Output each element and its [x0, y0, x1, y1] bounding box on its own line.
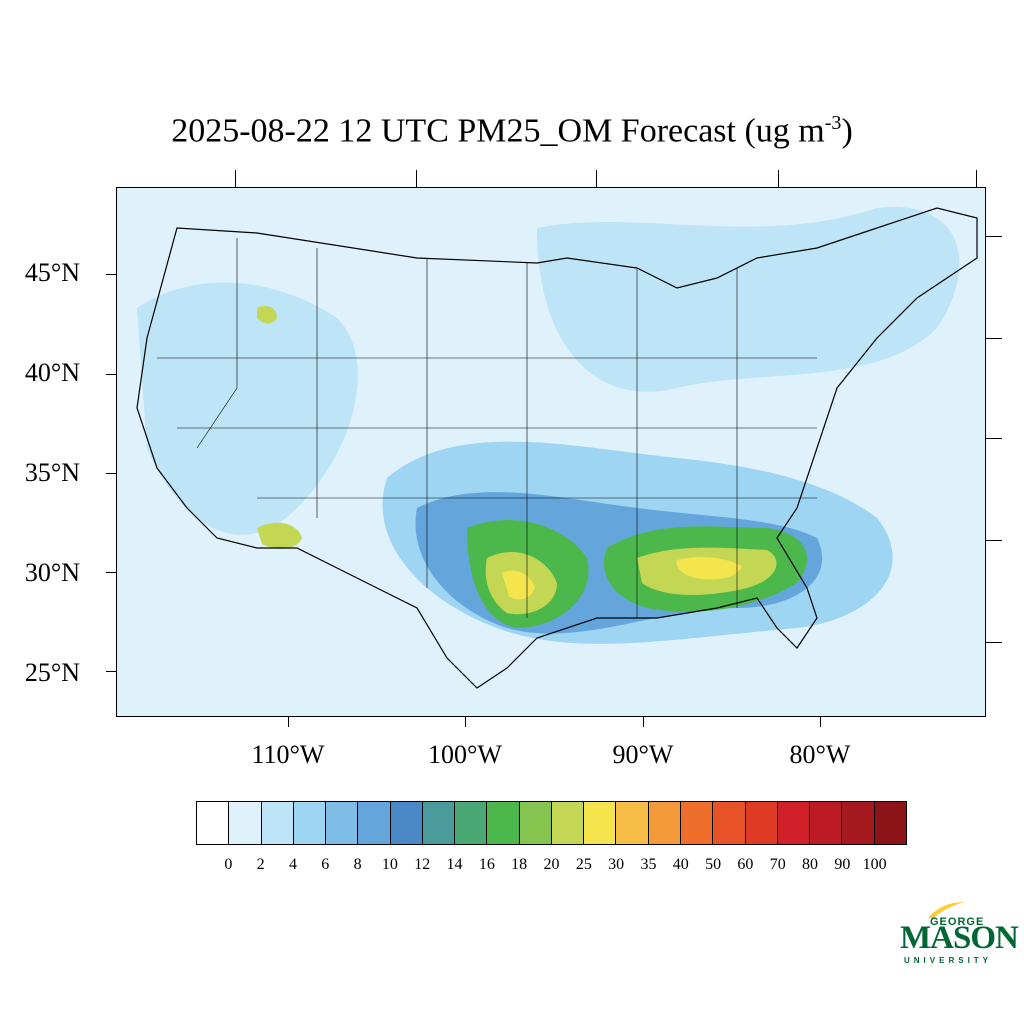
tick-top-3	[596, 170, 597, 187]
legend-label-8: 16	[478, 856, 495, 873]
tick-top-4	[778, 170, 779, 187]
legend-label-19: 90	[834, 856, 851, 873]
tick-right-4	[986, 540, 1002, 541]
legend-label-11: 25	[575, 856, 592, 873]
legend-swatch-4	[326, 802, 359, 844]
legend-label-7: 14	[446, 856, 463, 873]
legend-swatch-17	[745, 802, 778, 844]
gmu-logo: GEORGE MASON UNIVERSITY	[898, 900, 1019, 970]
tick-top-1	[235, 170, 236, 187]
tick-left-30	[106, 572, 116, 573]
legend-label-15: 50	[705, 856, 722, 873]
legend-swatch-3	[293, 802, 327, 844]
legend-swatch-9	[487, 802, 520, 844]
legend-label-6: 12	[414, 856, 431, 873]
legend-swatch-7	[422, 802, 456, 844]
tick-top-5	[976, 170, 977, 187]
legend-swatch-1	[229, 802, 262, 844]
legend-label-3: 6	[321, 856, 330, 873]
tick-bottom-110	[288, 717, 289, 727]
lon-label-90: 90°W	[612, 740, 674, 769]
legend-swatch-20	[842, 802, 875, 844]
legend-swatch-5	[358, 802, 391, 844]
legend-swatch-13	[616, 802, 649, 844]
title-close: )	[841, 112, 853, 150]
field-arizona	[257, 522, 302, 549]
legend-swatch-8	[455, 802, 488, 844]
lon-label-110: 110°W	[251, 740, 325, 769]
title-superscript: -3	[824, 112, 842, 134]
legend-swatch-0	[197, 802, 230, 844]
legend-label-9: 18	[511, 856, 528, 873]
legend-label-17: 70	[769, 856, 786, 873]
legend-label-13: 35	[640, 856, 657, 873]
legend-label-0: 0	[224, 856, 233, 873]
legend-swatch-14	[648, 802, 681, 844]
state-boundaries	[157, 238, 817, 618]
lon-label-80: 80°W	[789, 740, 851, 769]
map-panel	[116, 187, 986, 717]
legend-swatch-6	[390, 802, 423, 844]
logo-university: UNIVERSITY	[904, 956, 993, 965]
lon-label-100: 100°W	[428, 740, 502, 769]
lat-label-40: 40°N	[24, 358, 80, 387]
legend-label-16: 60	[737, 856, 754, 873]
tick-left-35	[106, 473, 116, 474]
legend-swatch-16	[713, 802, 746, 844]
tick-right-1	[986, 236, 1002, 237]
tick-left-45	[106, 274, 116, 275]
legend-colorbar	[196, 801, 907, 845]
title-text: 2025-08-22 12 UTC PM25_OM Forecast (ug m	[171, 112, 825, 150]
legend-swatch-12	[584, 802, 617, 844]
field-southeast-peak	[676, 557, 742, 580]
field-idaho	[257, 306, 277, 324]
logo-george: GEORGE	[930, 916, 985, 928]
legend-swatch-11	[551, 802, 585, 844]
legend-swatch-10	[519, 802, 552, 844]
forecast-map	[117, 188, 985, 716]
legend-swatch-21	[874, 802, 906, 844]
tick-left-40	[106, 374, 116, 375]
legend-swatch-2	[261, 802, 294, 844]
tick-bottom-100	[465, 717, 466, 727]
legend-label-12: 30	[608, 856, 625, 873]
map-title: 2025-08-22 12 UTC PM25_OM Forecast (ug m…	[0, 112, 1024, 150]
legend-label-10: 20	[543, 856, 560, 873]
tick-right-5	[986, 642, 1002, 643]
legend-label-4: 8	[353, 856, 362, 873]
tick-left-25	[106, 671, 116, 672]
legend-label-1: 2	[256, 856, 265, 873]
legend-label-2: 4	[288, 856, 297, 873]
legend-swatch-15	[680, 802, 714, 844]
legend-label-14: 40	[672, 856, 689, 873]
logo-swoosh-icon	[928, 902, 964, 918]
legend-swatch-18	[777, 802, 811, 844]
tick-right-2	[986, 338, 1002, 339]
legend-label-5: 10	[381, 856, 398, 873]
legend-label-18: 80	[802, 856, 819, 873]
logo-mason: MASON	[900, 920, 1019, 956]
lat-label-25: 25°N	[24, 658, 80, 687]
legend-swatch-19	[810, 802, 843, 844]
lat-label-30: 30°N	[24, 558, 80, 587]
field-northeast	[537, 207, 960, 392]
country-outline	[136, 207, 978, 689]
tick-right-3	[986, 438, 1002, 439]
lat-label-35: 35°N	[24, 458, 80, 487]
lat-label-45: 45°N	[24, 258, 80, 287]
tick-bottom-90	[643, 717, 644, 727]
tick-top-2	[416, 170, 417, 187]
field-west	[137, 282, 358, 535]
legend-label-20: 100	[862, 856, 887, 873]
tick-bottom-80	[820, 717, 821, 727]
